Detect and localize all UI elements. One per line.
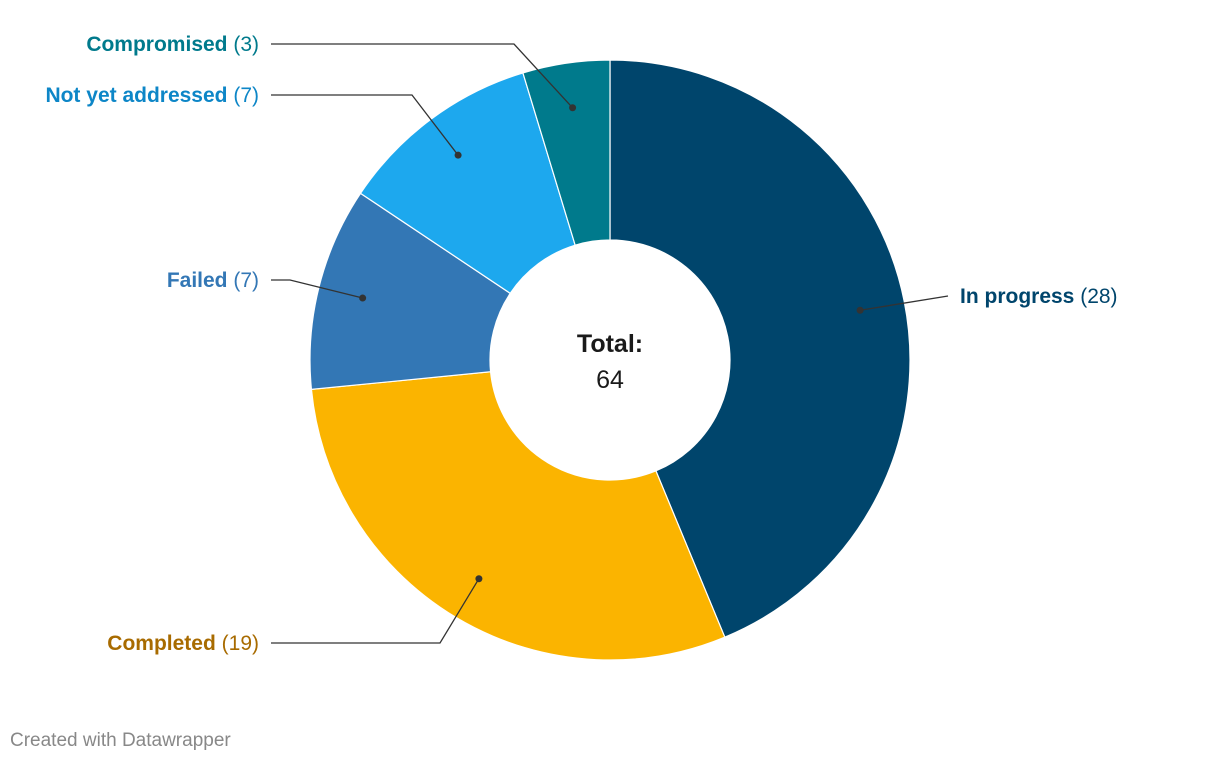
slice-label-name: Failed (167, 269, 228, 292)
slice-compromised (522, 59, 611, 246)
slice-in-progress (609, 59, 911, 638)
leader-dot-completed (475, 575, 483, 583)
slice-labels: In progress (28) Completed (19) Failed (7)… (45, 33, 1117, 655)
slice-label-compromised: Compromised (3) (86, 33, 259, 56)
leader-dot-compromised (569, 104, 577, 112)
center-total-value: 64 (596, 366, 624, 394)
slice-label-name: Completed (107, 632, 216, 655)
slice-completed (310, 371, 726, 661)
slice-label-not-yet-addressed: Not yet addressed (7) (45, 84, 259, 107)
slice-label-value: (7) (228, 269, 260, 292)
slice-label-name: In progress (960, 285, 1074, 308)
donut-slices (309, 59, 911, 661)
slice-not-yet-addressed (359, 72, 576, 295)
slice-label-value: (7) (228, 84, 260, 107)
leader-dot-failed (359, 294, 367, 302)
slice-label-failed: Failed (7) (167, 269, 259, 292)
leader-line-completed (271, 578, 480, 644)
slice-label-in-progress: In progress (28) (960, 285, 1118, 308)
leader-line-compromised (271, 43, 574, 109)
slice-label-name: Compromised (86, 33, 227, 56)
slice-label-completed: Completed (19) (107, 632, 259, 655)
leader-line-not-yet-addressed (271, 94, 459, 156)
slice-label-name: Not yet addressed (45, 84, 227, 107)
leader-dot-in-progress (856, 306, 864, 314)
leader-line-failed (271, 279, 363, 299)
center-total-label: Total: (577, 330, 643, 358)
slice-failed (309, 192, 512, 391)
slice-label-value: (19) (216, 632, 259, 655)
leader-dot-not-yet-addressed (454, 151, 462, 159)
slice-label-value: (28) (1074, 285, 1117, 308)
leader-line-in-progress (859, 295, 949, 311)
slice-label-value: (3) (228, 33, 260, 56)
footer-credit: Created with Datawrapper (10, 730, 231, 751)
leader-lines (271, 43, 949, 644)
